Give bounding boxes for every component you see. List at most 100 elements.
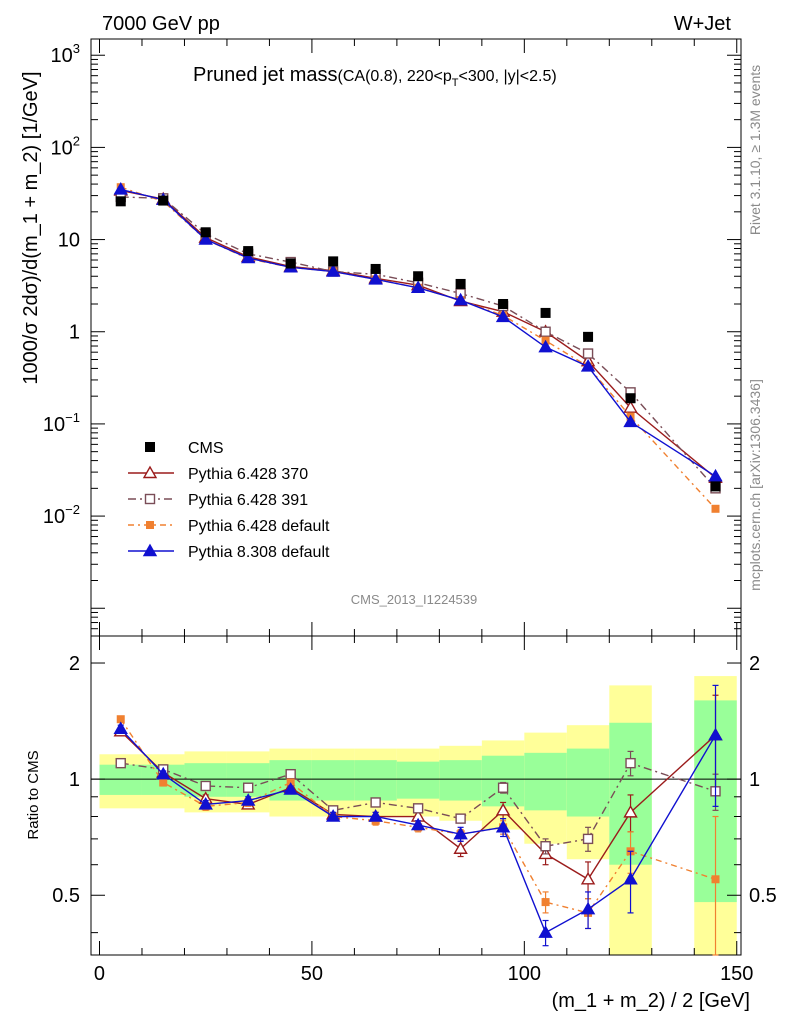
- series-point-ratio: [159, 778, 168, 787]
- series-point-ratio: [540, 841, 551, 852]
- series-point-main: [453, 292, 468, 306]
- legend-marker-3: [142, 543, 158, 557]
- band-inner: [354, 760, 397, 801]
- data-point: [710, 481, 721, 492]
- series-point-main: [368, 271, 383, 285]
- series-point-ratio: [580, 901, 596, 915]
- series-point-main: [582, 348, 594, 359]
- series-point-ratio: [541, 898, 550, 907]
- series-point-ratio: [582, 833, 594, 845]
- series-point-main: [113, 182, 128, 195]
- series-point-ratio: [495, 819, 511, 833]
- series-point-ratio: [285, 768, 296, 780]
- legend-label-1: Pythia 6.428 391: [188, 492, 308, 509]
- series-layer: [113, 182, 723, 956]
- rivet-label: Rivet 3.1.10, ≥ 1.3M events: [747, 65, 763, 235]
- data-point: [200, 227, 211, 238]
- y-tick-label: 10: [58, 230, 80, 252]
- data-point: [625, 393, 636, 404]
- series-point-ratio: [453, 841, 468, 854]
- series-point-ratio: [623, 871, 638, 885]
- series-point-ratio: [455, 813, 466, 824]
- series-point-ratio: [115, 757, 126, 769]
- series-point-main: [708, 468, 723, 482]
- data-point: [498, 298, 509, 309]
- ratio-y-tick-label-right: 2: [749, 653, 760, 675]
- band-inner: [439, 760, 482, 801]
- series-point-ratio: [495, 802, 511, 816]
- series-point-ratio: [497, 782, 509, 793]
- x-tick-label: 0: [94, 963, 105, 985]
- series-point-ratio: [453, 826, 468, 840]
- mcplots-label: mcplots.cern.ch [arXiv:1306.3436]: [747, 379, 763, 591]
- series-point-main: [325, 264, 341, 277]
- legend-marker-1: [144, 493, 156, 505]
- series-point-main: [538, 339, 553, 353]
- data-point: [328, 256, 339, 267]
- chart-title: Pruned jet mass(CA(0.8), 220<pT<300, |y|…: [193, 64, 557, 89]
- ratio-y-tick-label: 1: [69, 769, 80, 791]
- band-inner: [396, 761, 440, 799]
- series-point-ratio: [325, 809, 341, 822]
- ratio-y-tick-label-right: 0.5: [749, 885, 777, 907]
- series-point-ratio: [412, 803, 424, 814]
- series-point-main: [580, 359, 596, 372]
- legend-marker-0: [142, 465, 158, 479]
- header-left: 7000 GeV pp: [102, 13, 220, 35]
- y-tick-label: 103: [51, 41, 80, 67]
- series-point-main: [711, 504, 720, 513]
- band-inner: [99, 764, 142, 795]
- legend-label-0: Pythia 6.428 370: [188, 466, 308, 483]
- data-point: [243, 246, 254, 257]
- series-point-main: [495, 309, 511, 323]
- series-point-ratio: [368, 809, 383, 822]
- x-tick-label: 150: [720, 963, 753, 985]
- data-point: [158, 195, 169, 206]
- series-line-main: [120, 196, 717, 489]
- series-point-ratio: [538, 925, 553, 938]
- analysis-id: CMS_2013_I1224539: [351, 592, 478, 607]
- series-line-main: [120, 189, 716, 479]
- series-point-main: [198, 232, 213, 245]
- series-point-ratio: [370, 797, 381, 808]
- series-point-ratio: [410, 817, 426, 831]
- data-point: [455, 278, 466, 289]
- series-point-ratio: [580, 871, 596, 885]
- data-point: [370, 263, 381, 274]
- x-tick-label: 50: [301, 963, 323, 985]
- data-point: [413, 271, 424, 282]
- series-point-main: [240, 250, 256, 264]
- series-point-ratio: [240, 793, 256, 806]
- series-point-ratio: [625, 757, 636, 769]
- ratio-series-3: [113, 684, 723, 947]
- legend-marker-2: [146, 521, 154, 529]
- chart-subtitle-sub: T: [452, 77, 459, 89]
- legend-marker-data: [145, 442, 155, 452]
- x-axis-label: (m_1 + m_2) / 2 [GeV]: [552, 990, 750, 1012]
- band-inner: [566, 748, 610, 817]
- series-point-ratio: [623, 804, 638, 818]
- series-point-ratio: [200, 780, 211, 792]
- series-line-ratio: [120, 730, 716, 881]
- data-point: [540, 307, 551, 318]
- series-point-ratio: [156, 766, 171, 780]
- series-point-ratio: [242, 782, 254, 793]
- chart-subtitle-a: (CA(0.8), 220<p: [338, 68, 452, 85]
- y-tick-label: 102: [51, 133, 80, 159]
- ratio-y-tick-label: 2: [69, 653, 80, 675]
- legend: CMS Pythia 6.428 370 Pythia 6.428 391 Pythi…: [128, 440, 330, 561]
- band-inner: [481, 755, 525, 807]
- series-point-ratio: [283, 782, 298, 795]
- x-tick-label: 100: [508, 963, 541, 985]
- legend-label-3: Pythia 8.308 default: [188, 544, 330, 561]
- y-tick-label: 1: [69, 322, 80, 344]
- series-point-main: [540, 326, 551, 337]
- ratio-plot-frame: [90, 635, 742, 956]
- series-line-ratio: [120, 718, 716, 914]
- chart-subtitle-b: <300, |y|<2.5): [459, 68, 557, 85]
- series-point-ratio: [116, 715, 125, 724]
- data-point: [285, 258, 296, 269]
- band-inner: [311, 760, 355, 801]
